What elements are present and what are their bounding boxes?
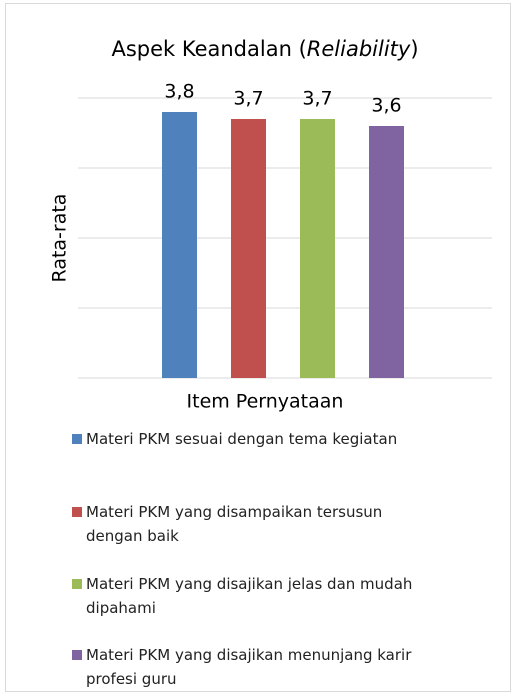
bar xyxy=(231,119,266,378)
chart-title: Aspek Keandalan (Reliability) xyxy=(111,37,418,61)
legend-label: Materi PKM yang disajikan menunjang kari… xyxy=(86,646,412,688)
legend-item: Materi PKM yang disajikan jelas dan muda… xyxy=(72,572,432,620)
legend-label: Materi PKM yang disajikan jelas dan muda… xyxy=(86,575,413,617)
x-axis-label: Item Pernyataan xyxy=(187,391,344,413)
legend-label: Materi PKM yang disampaikan tersusun den… xyxy=(86,503,383,545)
legend-item: Materi PKM sesuai dengan tema kegiatan xyxy=(72,427,432,451)
legend-item: Materi PKM yang disampaikan tersusun den… xyxy=(72,500,432,548)
legend-swatch xyxy=(72,507,82,517)
legend-item: Materi PKM yang disajikan menunjang kari… xyxy=(72,643,432,691)
data-label: 3,8 xyxy=(164,81,194,103)
data-label: 3,6 xyxy=(371,95,401,117)
legend-swatch xyxy=(72,579,82,589)
legend-label: Materi PKM sesuai dengan tema kegiatan xyxy=(86,430,398,448)
legend-swatch xyxy=(72,434,82,444)
data-label: 3,7 xyxy=(302,88,332,110)
legend-swatch xyxy=(72,650,82,660)
data-label: 3,7 xyxy=(233,88,263,110)
y-axis-label: Rata-rata xyxy=(49,194,71,283)
bar xyxy=(300,119,335,378)
bar xyxy=(162,112,197,378)
bar xyxy=(369,126,404,378)
